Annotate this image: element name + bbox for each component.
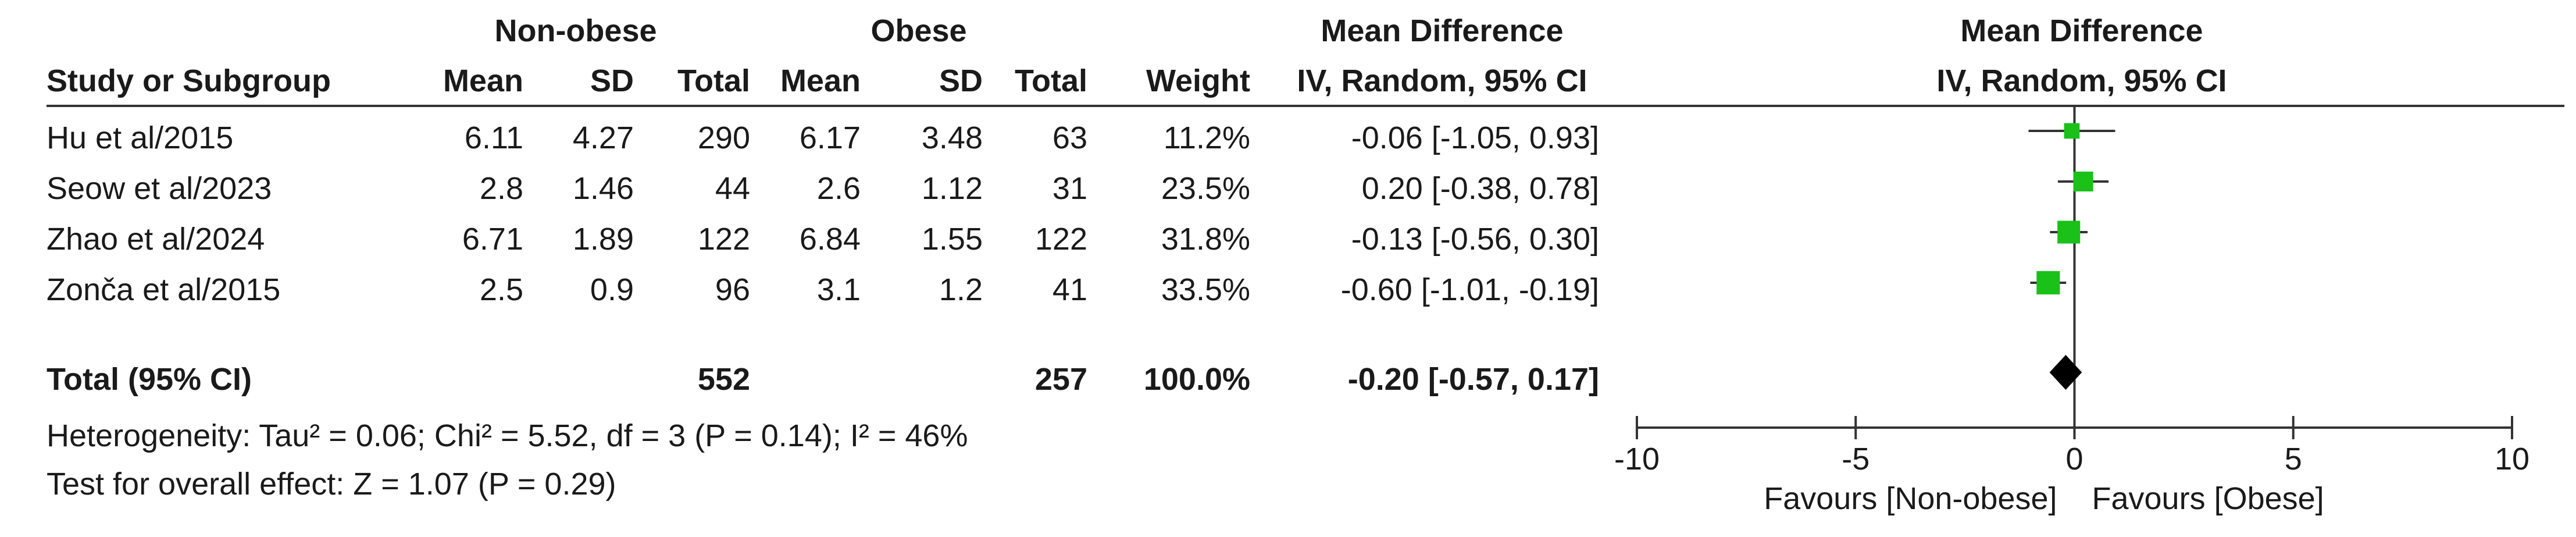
total2-sum: 257 bbox=[1034, 362, 1087, 397]
ci-value: -0.06 [-1.05, 0.93] bbox=[1351, 120, 1599, 155]
sd1-header: SD bbox=[590, 63, 634, 98]
md-plot-header: Mean Difference bbox=[1960, 13, 2203, 48]
total1-value: 96 bbox=[715, 272, 750, 307]
sd2-value: 1.12 bbox=[921, 171, 983, 206]
study-name: Zhao et al/2024 bbox=[47, 222, 265, 257]
md-effect-header: Mean Difference bbox=[1321, 13, 1564, 48]
total2-value: 122 bbox=[1034, 222, 1087, 257]
mean1-value: 2.5 bbox=[479, 272, 523, 307]
weight-value: 33.5% bbox=[1161, 272, 1250, 307]
sd1-value: 0.9 bbox=[590, 272, 634, 307]
total2-value: 31 bbox=[1052, 171, 1087, 206]
study-marker bbox=[2057, 221, 2081, 244]
total-label: Total (95% CI) bbox=[47, 362, 252, 397]
plot-method-header: IV, Random, 95% CI bbox=[1936, 63, 2227, 98]
study-column-header: Study or Subgroup bbox=[47, 63, 331, 98]
header-divider bbox=[47, 105, 2564, 107]
sd1-value: 4.27 bbox=[572, 120, 634, 155]
favours-left-label: Favours [Non-obese] bbox=[1764, 481, 2057, 516]
x-tick-label: -10 bbox=[1614, 442, 1660, 476]
study-marker bbox=[2073, 171, 2093, 192]
mean2-value: 2.6 bbox=[816, 171, 861, 206]
total2-value: 63 bbox=[1052, 120, 1087, 155]
x-tick-label: 5 bbox=[2285, 442, 2302, 476]
mean1-value: 6.11 bbox=[464, 120, 523, 155]
weight-value: 11.2% bbox=[1163, 120, 1250, 155]
total-ci: -0.20 [-0.57, 0.17] bbox=[1347, 362, 1599, 397]
sd2-value: 1.2 bbox=[939, 272, 983, 307]
sd2-value: 3.48 bbox=[921, 120, 983, 155]
mean2-value: 6.17 bbox=[799, 120, 861, 155]
pooled-diamond bbox=[2049, 355, 2082, 390]
heterogeneity-text: Heterogeneity: Tau² = 0.06; Chi² = 5.52,… bbox=[47, 418, 968, 453]
total2-value: 41 bbox=[1052, 272, 1087, 307]
study-marker bbox=[2064, 123, 2080, 139]
method-header: IV, Random, 95% CI bbox=[1297, 63, 1587, 98]
mean2-header: Mean bbox=[780, 63, 861, 98]
weight-value: 23.5% bbox=[1161, 171, 1250, 206]
total1-value: 290 bbox=[697, 120, 750, 155]
sd2-value: 1.55 bbox=[921, 222, 983, 257]
mean1-value: 6.71 bbox=[462, 222, 523, 257]
total1-header: Total bbox=[677, 63, 750, 98]
x-tick-label: 0 bbox=[2065, 442, 2083, 476]
weight-value: 31.8% bbox=[1161, 222, 1250, 257]
sd1-value: 1.89 bbox=[572, 222, 634, 257]
favours-right-label: Favours [Obese] bbox=[2092, 481, 2324, 516]
study-name: Seow et al/2023 bbox=[47, 171, 272, 206]
total1-value: 44 bbox=[715, 171, 750, 206]
mean2-value: 6.84 bbox=[799, 222, 861, 257]
total2-header: Total bbox=[1015, 63, 1087, 98]
study-marker bbox=[2036, 271, 2060, 295]
total1-sum: 552 bbox=[697, 362, 750, 397]
ci-value: 0.20 [-0.38, 0.78] bbox=[1361, 171, 1599, 206]
study-name: Zonča et al/2015 bbox=[47, 272, 281, 307]
overall-effect-text: Test for overall effect: Z = 1.07 (P = 0… bbox=[47, 467, 616, 502]
study-name: Hu et al/2015 bbox=[47, 120, 234, 155]
sd1-value: 1.46 bbox=[572, 171, 634, 206]
mean1-header: Mean bbox=[443, 63, 523, 98]
group2-header: Obese bbox=[870, 13, 967, 48]
ci-value: -0.13 [-0.56, 0.30] bbox=[1351, 222, 1599, 257]
mean1-value: 2.8 bbox=[479, 171, 523, 206]
weight-header: Weight bbox=[1146, 63, 1250, 98]
mean2-value: 3.1 bbox=[816, 272, 861, 307]
x-tick-label: -5 bbox=[1842, 442, 1869, 476]
total-weight: 100.0% bbox=[1143, 362, 1250, 397]
group1-header: Non-obese bbox=[494, 13, 657, 48]
total1-value: 122 bbox=[697, 222, 750, 257]
sd2-header: SD bbox=[939, 63, 983, 98]
ci-value: -0.60 [-1.01, -0.19] bbox=[1340, 272, 1599, 307]
x-tick-label: 10 bbox=[2495, 442, 2529, 476]
